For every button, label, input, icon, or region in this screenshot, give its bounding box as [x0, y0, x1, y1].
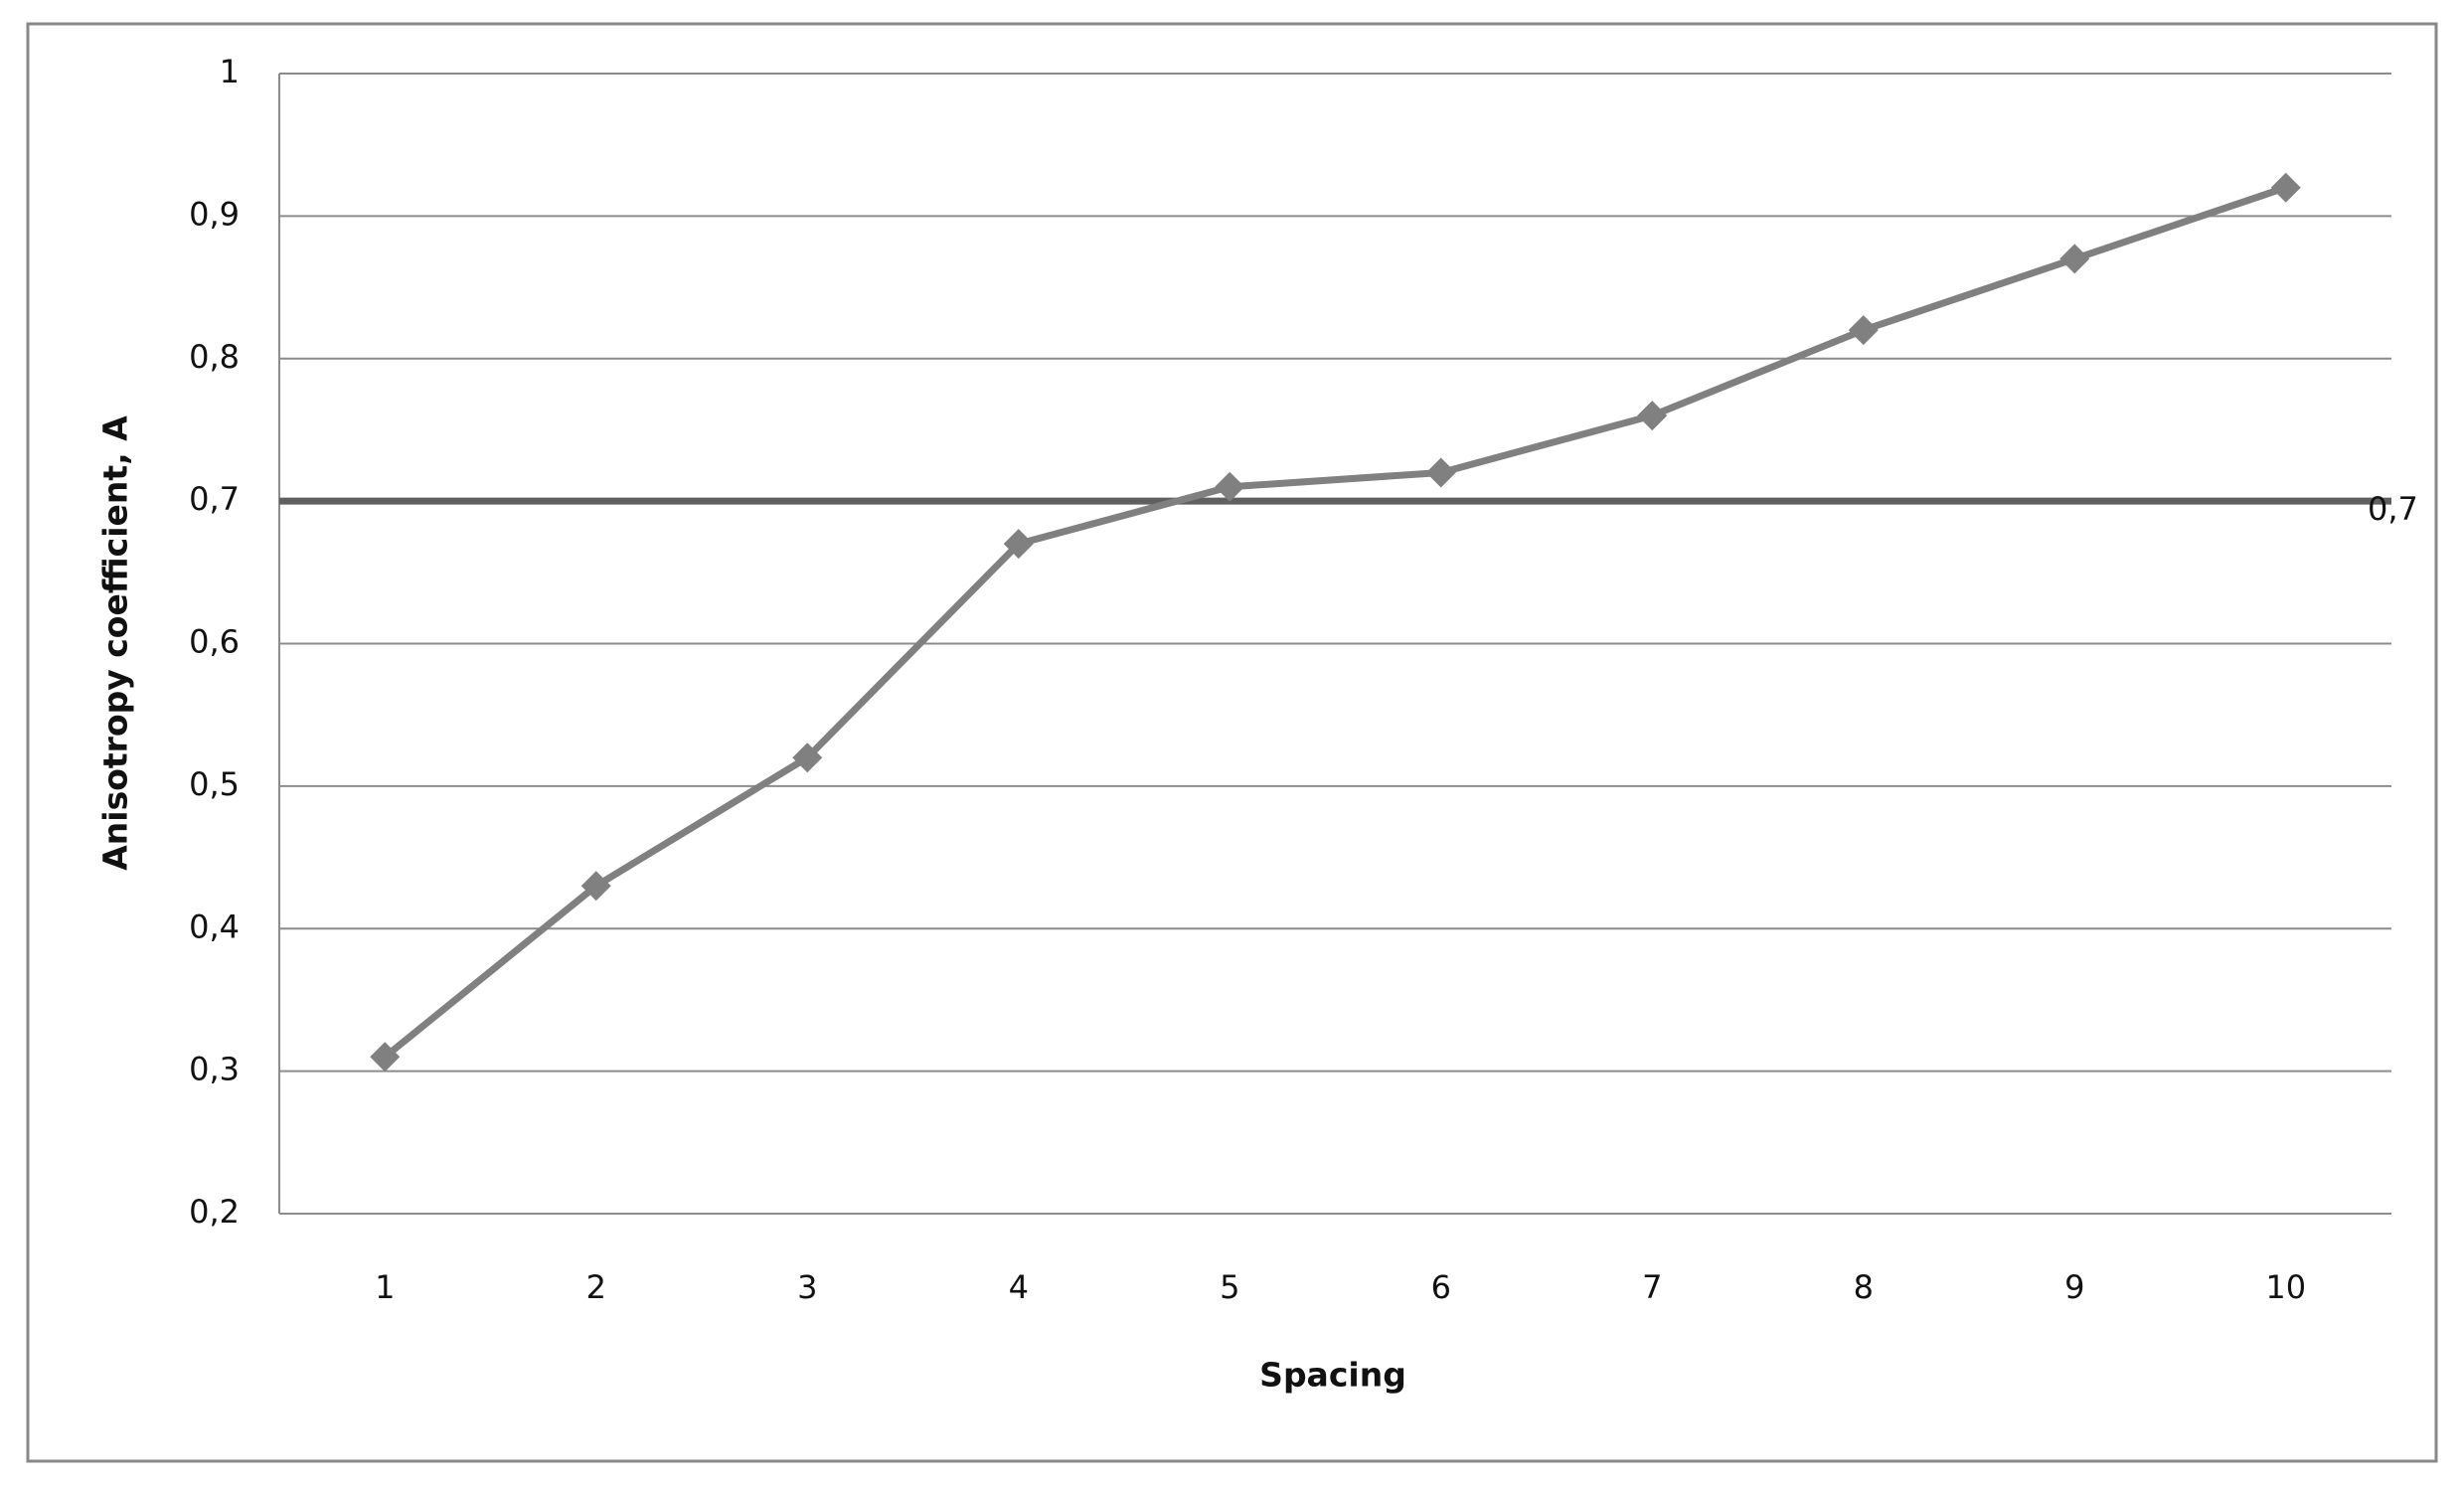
x-tick-label: 3	[797, 1268, 817, 1306]
data-marker	[1425, 457, 1456, 488]
data-line	[383, 184, 2287, 1061]
y-tick-label: 0,2	[189, 1193, 240, 1231]
reference-label: 0,7	[2368, 490, 2418, 528]
x-axis-title: Spacing	[1259, 1356, 1406, 1395]
x-tick-label: 8	[1854, 1268, 1874, 1306]
data-marker	[1637, 401, 1668, 431]
y-tick-label: 0,5	[189, 765, 240, 803]
y-tick-label: 1	[220, 53, 240, 90]
data-marker	[2059, 244, 2090, 274]
y-axis-title: Anisotropy coefficient, A	[96, 415, 135, 871]
y-tick-label: 0,9	[189, 195, 240, 233]
x-tick-label: 5	[1220, 1268, 1239, 1306]
data-marker	[792, 743, 823, 773]
x-tick-label: 2	[586, 1268, 606, 1306]
x-tick-label: 4	[1009, 1268, 1029, 1306]
y-tick-label: 0,3	[189, 1051, 240, 1088]
data-marker	[580, 871, 611, 902]
x-tick-label: 9	[2064, 1268, 2084, 1306]
y-tick-label: 0,8	[189, 338, 240, 376]
data-marker	[370, 1042, 401, 1073]
chart-frame	[26, 22, 2438, 1463]
x-tick-label: 10	[2265, 1268, 2306, 1306]
data-marker	[1003, 529, 1034, 560]
data-marker	[1215, 471, 1245, 502]
x-tick-label: 6	[1431, 1268, 1451, 1306]
x-tick-label: 1	[375, 1268, 395, 1306]
y-tick-label: 0,4	[189, 908, 240, 945]
data-marker	[1848, 315, 1879, 346]
data-marker	[2270, 172, 2301, 203]
x-tick-label: 7	[1642, 1268, 1662, 1306]
y-tick-label: 0,7	[189, 480, 240, 518]
y-tick-label: 0,6	[189, 623, 240, 661]
